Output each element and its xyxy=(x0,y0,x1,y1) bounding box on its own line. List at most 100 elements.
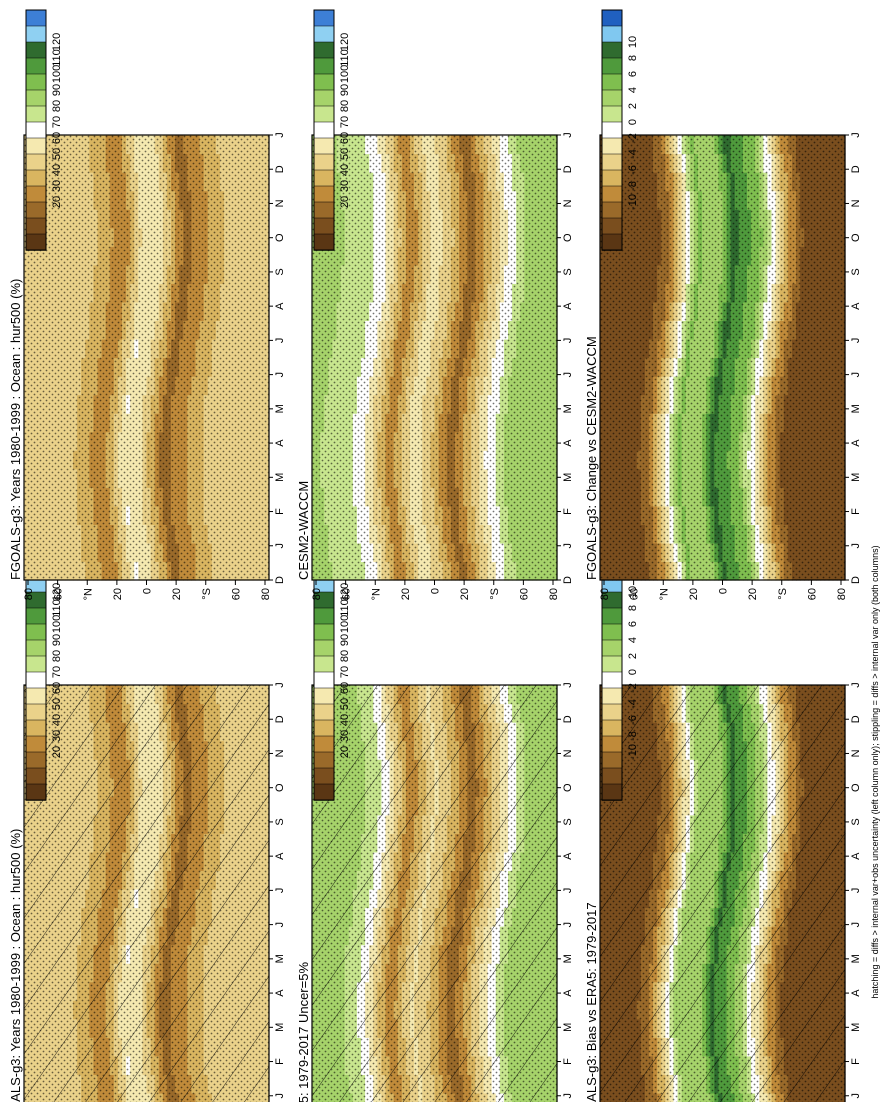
colorbar-swatch xyxy=(26,752,46,769)
month-tick-label: A xyxy=(274,989,286,997)
colorbar-label: 90 xyxy=(51,634,63,646)
month-tick-label: A xyxy=(562,989,574,997)
month-tick-label: A xyxy=(274,439,286,447)
colorbar-swatch xyxy=(26,768,46,785)
colorbar-swatch xyxy=(26,26,46,43)
colorbar-label: 80 xyxy=(51,650,63,662)
colorbar-label: 20 xyxy=(51,746,63,758)
lat-tick-label: 60 xyxy=(230,588,242,600)
month-tick-label: O xyxy=(274,783,286,792)
colorbar-swatch xyxy=(26,186,46,203)
month-tick-label: M xyxy=(274,473,286,482)
month-tick-label: J xyxy=(274,132,286,138)
colorbar-swatch xyxy=(26,218,46,235)
lat-tick-label: °S xyxy=(201,588,213,600)
colorbar-swatch xyxy=(314,672,334,689)
colorbar-swatch xyxy=(26,704,46,721)
month-tick-label: J xyxy=(274,338,286,344)
colorbar-swatch xyxy=(26,672,46,689)
colorbar-swatch xyxy=(314,784,334,801)
colorbar-label: 70 xyxy=(51,666,63,678)
month-tick-label: M xyxy=(274,1023,286,1032)
colorbar-label: 50 xyxy=(51,148,63,160)
month-tick-label: M xyxy=(274,404,286,413)
colorbar-swatch xyxy=(26,624,46,641)
colorbar-label: 60 xyxy=(51,132,63,144)
colorbar-swatch xyxy=(314,608,334,625)
panel-era5: ERA5: 1979-2017 Uncer=5%8060°N20020°S608… xyxy=(296,560,574,1102)
month-tick-label: J xyxy=(274,922,286,928)
month-tick-label: J xyxy=(274,682,286,688)
colorbar-label: 30 xyxy=(339,730,351,742)
colorbar-label: 110 xyxy=(339,599,351,617)
month-tick-label: F xyxy=(562,1058,574,1065)
colorbar-label: 90 xyxy=(51,84,63,96)
lat-tick-label: 20 xyxy=(171,588,183,600)
colorbar-swatch xyxy=(26,720,46,737)
colorbar-swatch xyxy=(314,640,334,657)
colorbar-swatch xyxy=(26,154,46,171)
month-tick-label: J xyxy=(562,922,574,928)
colorbar-swatch xyxy=(314,720,334,737)
colorbar-swatch xyxy=(314,624,334,641)
colorbar-swatch xyxy=(26,90,46,107)
month-tick-label: A xyxy=(274,852,286,860)
colorbar-label: 120 xyxy=(51,33,63,51)
month-tick-label: N xyxy=(274,749,286,757)
month-tick-label: J xyxy=(562,682,574,688)
colorbar-swatch xyxy=(314,768,334,785)
month-tick-label: M xyxy=(274,954,286,963)
colorbar-swatch xyxy=(26,234,46,251)
colorbar-label: 80 xyxy=(51,100,63,112)
month-tick-label: N xyxy=(562,749,574,757)
colorbar-swatch xyxy=(314,736,334,753)
colorbar-label: 80 xyxy=(339,650,351,662)
colorbar-swatch xyxy=(26,640,46,657)
colorbar-swatch xyxy=(26,784,46,801)
lat-tick-label: 80 xyxy=(260,588,272,600)
colorbar-swatch xyxy=(26,74,46,91)
colorbar-label: 60 xyxy=(339,682,351,694)
colorbar-label: 100 xyxy=(339,615,351,633)
month-tick-label: O xyxy=(274,233,286,242)
month-tick-label: S xyxy=(274,268,286,275)
colorbar-label: 20 xyxy=(339,746,351,758)
colorbar-swatch xyxy=(26,608,46,625)
month-tick-label: J xyxy=(274,543,286,549)
colorbar-label: 60 xyxy=(51,682,63,694)
month-tick-label: J xyxy=(274,372,286,378)
month-tick-label: D xyxy=(274,715,286,723)
colorbar-swatch xyxy=(26,106,46,123)
panel-title: FGOALS-g3: Years 1980-1999 : Ocean : hur… xyxy=(8,279,23,580)
colorbar-label: 50 xyxy=(51,698,63,710)
colorbar-swatch xyxy=(26,10,46,27)
lat-tick-label: 0 xyxy=(142,588,154,594)
panel-fgoals-climatology-right: FGOALS-g3: Years 1980-1999 : Ocean : hur… xyxy=(8,10,286,600)
colorbar-label: 70 xyxy=(51,116,63,128)
colorbar-label: 70 xyxy=(339,666,351,678)
colorbar-swatch xyxy=(26,202,46,219)
month-tick-label: M xyxy=(562,954,574,963)
colorbar-label: 90 xyxy=(339,634,351,646)
colorbar-label: 40 xyxy=(51,714,63,726)
lat-tick-label: 60 xyxy=(53,588,65,600)
colorbar-swatch xyxy=(314,688,334,705)
month-tick-label: O xyxy=(562,783,574,792)
lat-tick-label: 80 xyxy=(23,588,35,600)
colorbar-swatch xyxy=(314,704,334,721)
colorbar-swatch xyxy=(314,656,334,673)
month-tick-label: S xyxy=(274,818,286,825)
colorbar-label: 40 xyxy=(51,164,63,176)
month-tick-label: D xyxy=(562,715,574,723)
colorbar-swatch xyxy=(26,656,46,673)
month-tick-label: N xyxy=(274,199,286,207)
colorbar-label: 40 xyxy=(339,714,351,726)
colorbar-swatch xyxy=(26,736,46,753)
panel-title: FGOALS-g3: Years 1980-1999 : Ocean : hur… xyxy=(8,829,23,1102)
colorbar-swatch xyxy=(26,58,46,75)
month-tick-label: M xyxy=(562,1023,574,1032)
colorbar-label: 20 xyxy=(51,196,63,208)
